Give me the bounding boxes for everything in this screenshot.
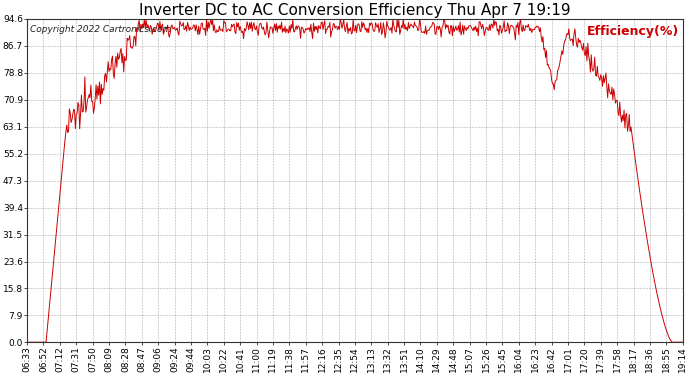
- Title: Inverter DC to AC Conversion Efficiency Thu Apr 7 19:19: Inverter DC to AC Conversion Efficiency …: [139, 3, 571, 18]
- Text: Copyright 2022 Cartronics.com: Copyright 2022 Cartronics.com: [30, 26, 172, 34]
- Text: Efficiency(%): Efficiency(%): [587, 26, 680, 38]
